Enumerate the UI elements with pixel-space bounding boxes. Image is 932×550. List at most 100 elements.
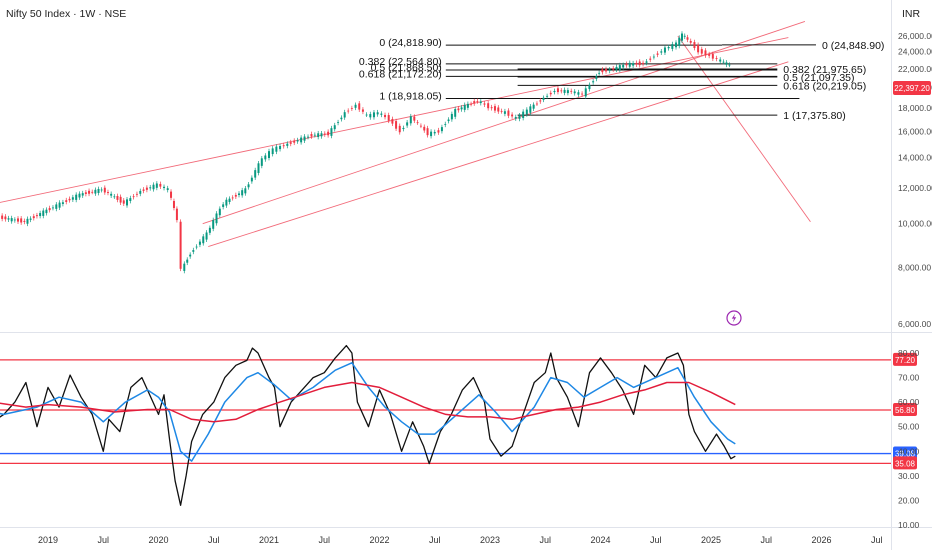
candle-body — [250, 177, 253, 182]
candle-body — [26, 218, 29, 224]
candle-body — [689, 40, 692, 43]
indicator-tick-label: 80.00 — [898, 348, 920, 358]
indicator-series-line — [0, 381, 736, 423]
last-price-marker: 22,397.20 — [893, 81, 931, 95]
candle-body — [581, 93, 584, 95]
candle-body — [697, 44, 700, 53]
candle-body — [23, 220, 26, 222]
indicator-tick-label: 70.00 — [898, 373, 920, 383]
candle-body — [447, 119, 450, 122]
candle-body — [570, 90, 573, 92]
candle-body — [507, 110, 510, 116]
candle-body — [678, 37, 681, 46]
candle-body — [343, 112, 346, 118]
fib-level-label: 1 (17,375.80) — [783, 110, 845, 122]
indicator-level-badge — [893, 446, 917, 460]
candle-body — [51, 207, 54, 209]
candle-body — [608, 69, 611, 71]
candle-body — [222, 204, 225, 207]
candle-body — [186, 259, 189, 263]
time-tick-label: Jul — [871, 535, 883, 545]
time-tick-label: Jul — [760, 535, 772, 545]
currency-label: INR — [902, 8, 921, 20]
candle-body — [433, 131, 436, 134]
candle-body — [317, 133, 320, 138]
candle-body — [487, 103, 490, 109]
candle-body — [376, 112, 379, 115]
candle-body — [642, 62, 645, 65]
candle-body — [94, 189, 97, 194]
candle-body — [275, 146, 278, 152]
candle-body — [29, 218, 32, 220]
candle-body — [566, 90, 569, 94]
candle-body — [483, 103, 486, 105]
fib-level-label: 0.618 (21,172.20) — [359, 68, 442, 80]
candle-body — [622, 64, 625, 68]
candle-body — [612, 68, 615, 70]
candle-body — [238, 193, 241, 196]
time-tick-label: Jul — [97, 535, 109, 545]
candle-body — [384, 114, 387, 118]
candle-body — [68, 198, 71, 201]
candle-body — [247, 184, 250, 188]
time-tick-label: Jul — [650, 535, 662, 545]
indicator-tick-label: 60.00 — [898, 397, 920, 407]
candle-body — [444, 124, 447, 125]
time-tick-label: Jul — [208, 535, 220, 545]
time-tick-label: 2022 — [369, 535, 389, 545]
candle-body — [473, 101, 476, 104]
fibonacci-levels[interactable]: 0 (24,818.90) 0.382 (22,564.80)0.5 (21,86… — [359, 37, 885, 122]
candle-body — [406, 122, 409, 126]
candle-body — [293, 140, 296, 143]
trend-line[interactable] — [677, 35, 811, 222]
price-tick-label: 18,000.00 — [898, 103, 932, 113]
candle-body — [725, 62, 728, 65]
candle-body — [577, 92, 580, 95]
candle-body — [493, 106, 496, 111]
candle-body — [470, 103, 473, 105]
candle-body — [598, 72, 601, 74]
candle-body — [395, 121, 398, 129]
candle-body — [129, 198, 132, 202]
candle-body — [722, 61, 725, 63]
candle-body — [649, 58, 652, 60]
candle-body — [416, 122, 419, 124]
candle-body — [279, 146, 282, 150]
time-tick-label: Jul — [429, 535, 441, 545]
candle-body — [645, 61, 648, 63]
candle-body — [525, 109, 528, 115]
time-tick-label: 2019 — [38, 535, 58, 545]
candle-body — [88, 190, 91, 194]
candle-body — [116, 195, 119, 200]
candle-body — [675, 42, 678, 48]
candle-body — [391, 118, 394, 124]
indicator-level-badge — [893, 456, 917, 470]
candle-body — [546, 95, 549, 97]
candle-body — [503, 111, 506, 114]
candle-body — [20, 218, 23, 223]
candle-body — [563, 89, 566, 93]
candle-body — [166, 188, 169, 191]
candle-body — [522, 111, 525, 118]
candle-body — [340, 117, 343, 120]
candle-body — [719, 59, 722, 62]
candle-body — [454, 109, 457, 117]
indicator-level-value: 77.20 — [895, 356, 916, 365]
candle-body — [163, 186, 166, 188]
trend-line[interactable] — [208, 61, 789, 247]
candle-body — [103, 187, 106, 193]
indicator-tick-label: 30.00 — [898, 471, 920, 481]
candle-body — [450, 113, 453, 120]
candle-body — [106, 192, 109, 193]
candle-body — [497, 107, 500, 112]
candle-body — [532, 104, 535, 109]
candle-body — [354, 104, 357, 108]
trend-line[interactable] — [0, 37, 789, 218]
candle-body — [667, 47, 670, 49]
candle-body — [282, 145, 285, 147]
candle-body — [45, 209, 48, 214]
flash-icon[interactable] — [726, 310, 742, 326]
